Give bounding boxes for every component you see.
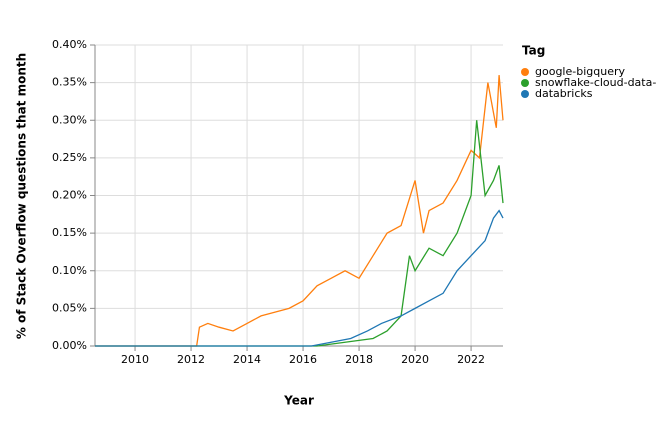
y-tick-label: 0.15% [52, 226, 87, 239]
x-tick-label: 2022 [457, 353, 485, 366]
x-tick-label: 2016 [289, 353, 317, 366]
x-tick-label: 2014 [233, 353, 261, 366]
y-tick-label: 0.20% [52, 189, 87, 202]
legend-label: databricks [535, 87, 593, 100]
y-tick-label: 0.05% [52, 301, 87, 314]
legend-title: Tag [522, 44, 545, 58]
legend-swatch [521, 79, 529, 87]
x-tick-label: 2020 [401, 353, 429, 366]
x-axis-title: Year [283, 394, 314, 408]
legend-swatch [521, 68, 529, 76]
series-line [95, 120, 504, 347]
y-tick-label: 0.40% [52, 38, 87, 51]
x-tick-label: 2012 [177, 353, 205, 366]
x-tick-label: 2010 [121, 353, 149, 366]
y-tick-label: 0.00% [52, 339, 87, 352]
series-line [95, 209, 504, 347]
y-axis-title: % of Stack Overflow questions that month [15, 53, 29, 339]
y-tick-label: 0.35% [52, 76, 87, 89]
x-tick-label: 2018 [345, 353, 373, 366]
legend-label: snowflake-cloud-data- [535, 76, 656, 89]
y-tick-label: 0.25% [52, 151, 87, 164]
legend-label: google-bigquery [535, 65, 625, 78]
y-tick-label: 0.10% [52, 264, 87, 277]
legend-swatch [521, 90, 529, 98]
y-tick-label: 0.30% [52, 113, 87, 126]
